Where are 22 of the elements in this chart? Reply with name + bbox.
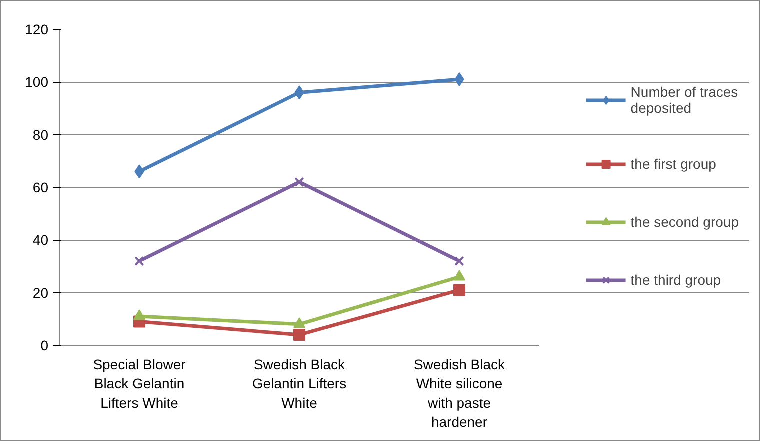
y-tick-label: 40 xyxy=(32,232,49,248)
y-tick-label: 80 xyxy=(32,126,49,143)
legend-label: the first group xyxy=(630,156,716,172)
x-tick-label: Swedish Black White silicone with paste hardener xyxy=(414,356,506,430)
point xyxy=(294,318,306,328)
x-tick-label: Special Blower Black Gelantin Lifters White xyxy=(93,356,186,411)
y-tick-label: 120 xyxy=(25,22,49,38)
x-tick-label: Swedish Black Gelantin Lifters White xyxy=(252,356,347,411)
legend-label: the second group xyxy=(630,214,739,230)
point xyxy=(134,256,144,266)
point xyxy=(134,310,146,320)
legend-label: Number of traces deposited xyxy=(630,84,738,116)
point xyxy=(454,256,464,266)
point xyxy=(454,284,466,296)
y-tick-label: 20 xyxy=(32,284,49,301)
point xyxy=(294,328,306,341)
y-tick-label: 100 xyxy=(25,74,49,90)
legend-label: the third group xyxy=(630,272,722,288)
point xyxy=(294,177,304,188)
point xyxy=(454,270,466,281)
y-tick-label: 0 xyxy=(40,338,49,354)
y-tick-label: 60 xyxy=(32,180,49,196)
